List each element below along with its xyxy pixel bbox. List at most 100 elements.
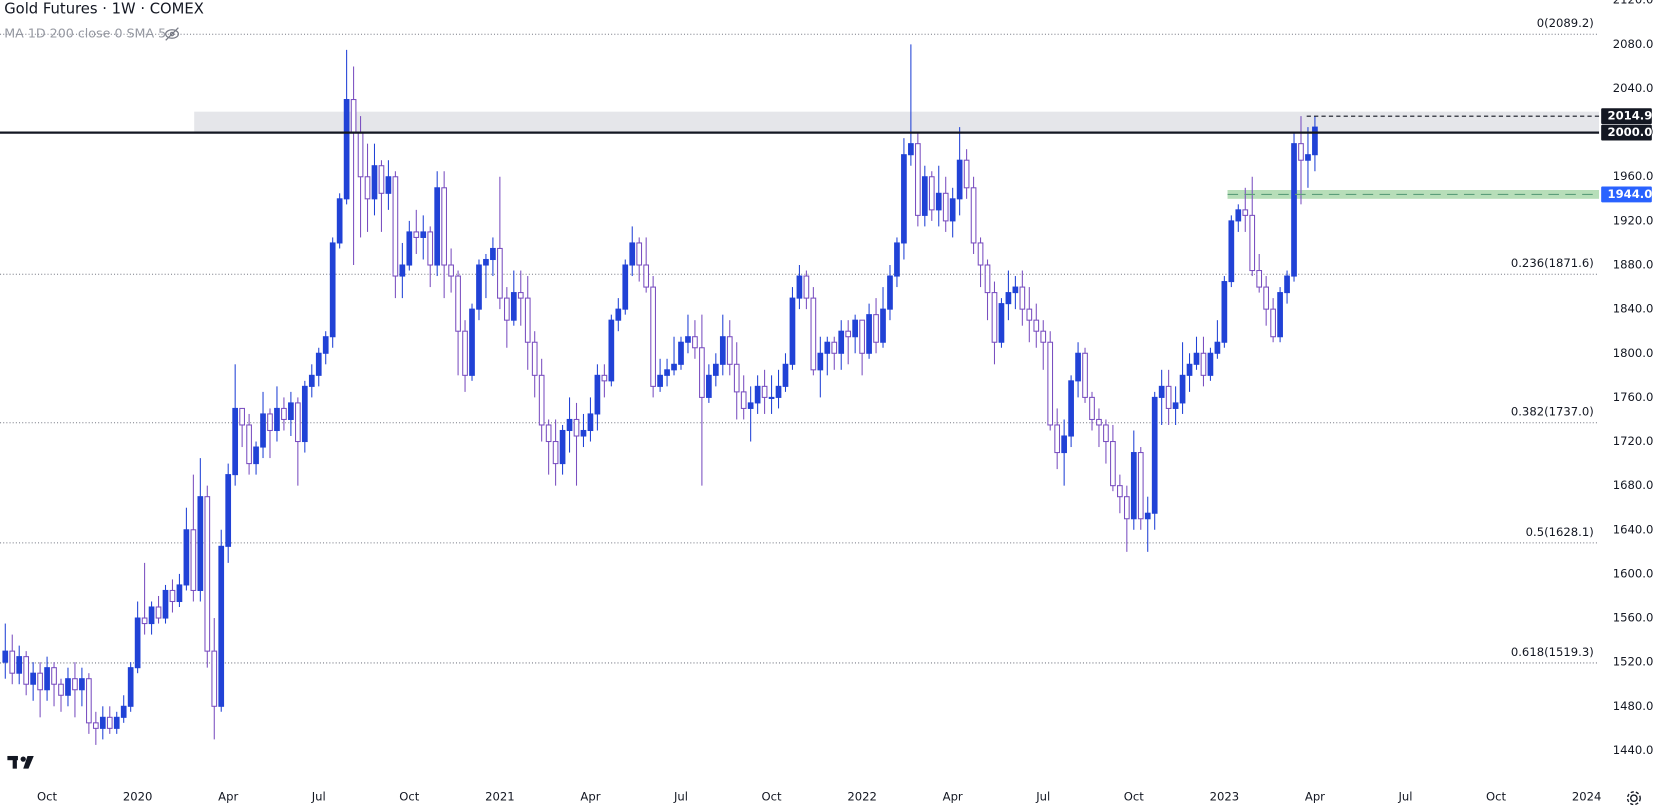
candle-body bbox=[364, 176, 371, 200]
x-tick-label: Oct bbox=[1486, 790, 1507, 804]
candle-body bbox=[622, 264, 629, 310]
candle-body bbox=[503, 297, 510, 321]
chart-title: Gold Futures · 1W · COMEX bbox=[4, 1, 204, 18]
candle-body bbox=[92, 722, 99, 729]
candle-body bbox=[448, 264, 454, 277]
candle-body bbox=[51, 667, 57, 685]
visibility-icon[interactable] bbox=[165, 27, 180, 41]
settings-icon[interactable] bbox=[1626, 791, 1641, 806]
candle-body bbox=[72, 678, 78, 691]
candle-body bbox=[740, 391, 747, 409]
candle-body bbox=[866, 314, 872, 354]
candle-body bbox=[977, 242, 984, 266]
candle-body bbox=[699, 347, 705, 398]
candle-body bbox=[1165, 385, 1172, 409]
candle-body bbox=[928, 176, 935, 211]
candle-body bbox=[747, 402, 754, 409]
candle-body bbox=[887, 275, 893, 310]
candle-body bbox=[1061, 435, 1067, 454]
y-tick-label: 2120.0 bbox=[1613, 0, 1654, 7]
y-tick-label: 1880.0 bbox=[1613, 258, 1654, 272]
candle-body bbox=[706, 374, 712, 398]
candle-body bbox=[524, 297, 531, 343]
candle-body bbox=[517, 292, 524, 299]
candle-body bbox=[1172, 402, 1179, 409]
candle-body bbox=[949, 198, 956, 222]
candle-body bbox=[1089, 396, 1095, 420]
price-tag bbox=[1601, 108, 1652, 125]
candle-body bbox=[462, 330, 468, 376]
candle-body bbox=[921, 176, 928, 216]
candle-body bbox=[580, 429, 587, 437]
candle-body bbox=[775, 385, 782, 398]
candle-body bbox=[1298, 143, 1304, 161]
x-tick-label: 2020 bbox=[123, 790, 153, 804]
candle-body bbox=[343, 99, 350, 200]
candle-body bbox=[531, 341, 538, 376]
candle-body bbox=[685, 336, 691, 343]
candle-body bbox=[1291, 143, 1297, 277]
candle-body bbox=[845, 330, 852, 338]
x-tick-label: Apr bbox=[580, 790, 600, 804]
candle-body bbox=[162, 589, 169, 619]
candle-body bbox=[1214, 341, 1221, 354]
candle-body bbox=[894, 242, 900, 277]
candle-body bbox=[1200, 352, 1207, 376]
candle-body bbox=[232, 407, 239, 476]
candle-body bbox=[1123, 496, 1130, 520]
candle-body bbox=[469, 308, 475, 376]
candle-body bbox=[768, 396, 775, 399]
candle-body bbox=[246, 424, 252, 465]
candle-body bbox=[127, 667, 134, 707]
candle-body bbox=[754, 385, 761, 404]
fib-level-label: 0.5(1628.1) bbox=[1526, 525, 1594, 539]
candle-body bbox=[587, 413, 594, 432]
candle-body bbox=[385, 176, 392, 194]
candle-body bbox=[44, 667, 50, 691]
price-tag-label: 1944.0 bbox=[1608, 187, 1653, 201]
candle-body bbox=[1082, 352, 1088, 398]
candle-body bbox=[30, 672, 36, 685]
candle-body bbox=[211, 650, 218, 707]
candle-body bbox=[420, 231, 427, 238]
x-tick-label: 2022 bbox=[847, 790, 877, 804]
candle-body bbox=[9, 650, 16, 674]
candle-body bbox=[1005, 292, 1012, 305]
candle-body bbox=[692, 336, 698, 349]
price-tag-label: 2014.9 bbox=[1608, 109, 1653, 123]
candle-body bbox=[497, 247, 503, 299]
x-tick-label: 2021 bbox=[485, 790, 515, 804]
candle-body bbox=[1235, 209, 1242, 222]
candle-body bbox=[573, 418, 580, 437]
candle-body bbox=[16, 656, 23, 674]
candle-body bbox=[803, 275, 810, 299]
logo[interactable] bbox=[7, 755, 34, 769]
indicator-label[interactable]: MA 1D 200 close 0 SMA 5 bbox=[4, 26, 166, 41]
candle-body bbox=[274, 407, 280, 432]
candle-body bbox=[357, 132, 364, 178]
y-tick-label: 1720.0 bbox=[1613, 434, 1654, 448]
x-tick-label: Apr bbox=[943, 790, 963, 804]
candle-body bbox=[1019, 286, 1026, 310]
candle-body bbox=[719, 336, 726, 365]
candle-body bbox=[615, 308, 622, 321]
candle-body bbox=[1158, 385, 1165, 398]
candle-body bbox=[998, 303, 1005, 343]
candle-body bbox=[956, 159, 963, 200]
x-tick-label: Oct bbox=[762, 790, 783, 804]
y-tick-label: 2040.0 bbox=[1613, 81, 1654, 95]
candle-body bbox=[113, 716, 120, 729]
candle-body bbox=[176, 584, 183, 603]
candle-body bbox=[65, 678, 71, 696]
candle-body bbox=[281, 407, 287, 420]
candle-body bbox=[58, 683, 64, 696]
candle-body bbox=[190, 529, 197, 591]
candle-body bbox=[455, 275, 461, 332]
candle-body bbox=[169, 589, 176, 603]
candle-body bbox=[225, 474, 232, 547]
candle-body bbox=[782, 363, 789, 387]
x-tick-label: 2024 bbox=[1572, 790, 1602, 804]
candle-body bbox=[1033, 319, 1040, 332]
